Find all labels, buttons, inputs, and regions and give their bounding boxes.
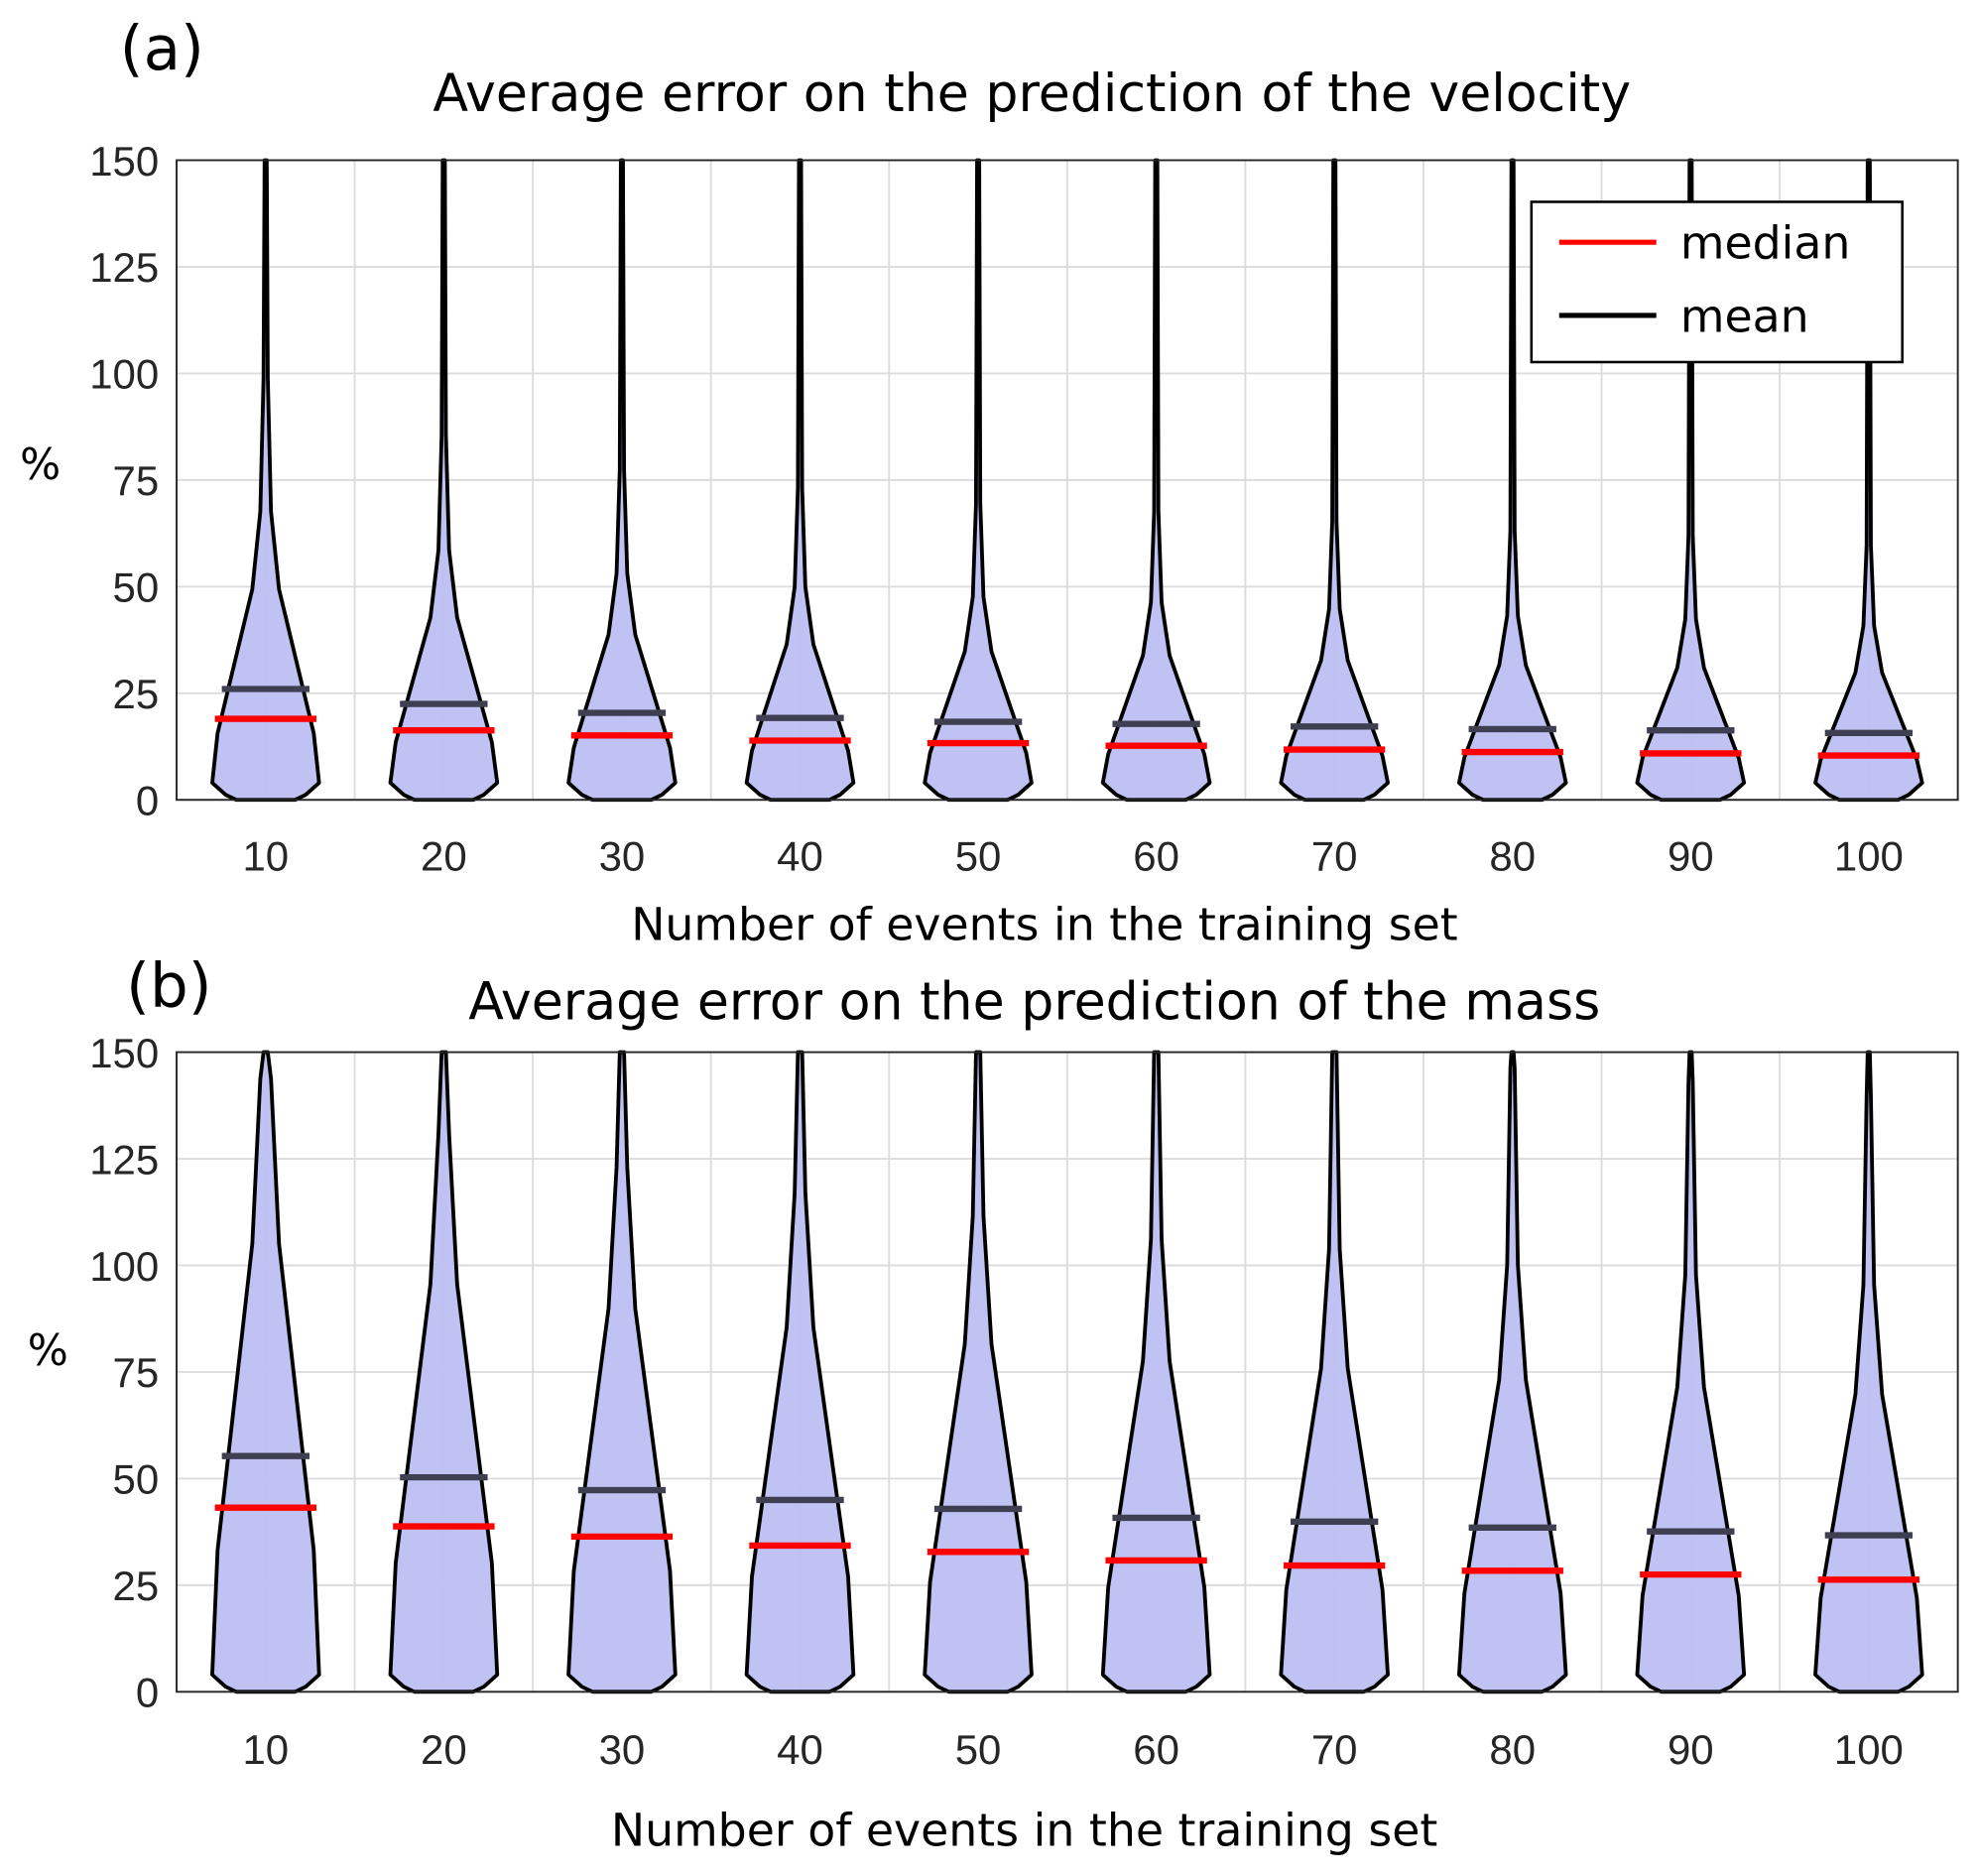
y-tick-label: 75 — [113, 457, 160, 504]
chart-title: Average error on the prediction of the m… — [468, 973, 1600, 1033]
x-tick-label: 40 — [777, 1726, 823, 1773]
legend: median mean — [1530, 200, 1904, 364]
x-tick-label: 30 — [599, 832, 646, 879]
chart-title: Average error on the prediction of the v… — [433, 64, 1631, 124]
y-axis-label: % — [28, 1326, 68, 1376]
x-tick-label: 40 — [777, 832, 823, 879]
y-tick-label: 0 — [136, 778, 159, 824]
x-tick-label: 10 — [242, 1726, 289, 1773]
x-tick-label: 90 — [1668, 832, 1714, 879]
legend-box — [1530, 200, 1904, 364]
x-tick-label: 100 — [1834, 1726, 1904, 1773]
x-tick-label: 70 — [1311, 1726, 1358, 1773]
y-tick-label: 150 — [89, 138, 159, 185]
legend-label-median: median — [1680, 217, 1851, 270]
panel-label: (a) — [120, 14, 204, 84]
x-tick-label: 50 — [955, 832, 1002, 879]
panel-mass: (b) Average error on the prediction of t… — [28, 951, 1959, 1856]
y-tick-label: 100 — [89, 1243, 159, 1290]
x-axis-label: Number of events in the training set — [611, 1804, 1438, 1856]
y-tick-label: 25 — [113, 671, 160, 717]
y-tick-label: 75 — [113, 1349, 160, 1396]
y-tick-label: 125 — [89, 1136, 159, 1183]
x-tick-label: 20 — [421, 1726, 467, 1773]
y-axis-label: % — [20, 440, 61, 490]
x-tick-label: 90 — [1668, 1726, 1714, 1773]
plot-frame — [176, 159, 1959, 802]
x-tick-label: 10 — [242, 832, 289, 879]
plot-frame — [176, 1051, 1959, 1693]
x-tick-label: 80 — [1489, 1726, 1536, 1773]
x-tick-label: 70 — [1311, 832, 1358, 879]
panel-velocity: (a) Average error on the prediction of t… — [20, 14, 1959, 950]
x-tick-label: 80 — [1489, 832, 1536, 879]
panel-label: (b) — [126, 951, 211, 1022]
x-tick-label: 100 — [1834, 832, 1904, 879]
x-tick-label: 20 — [421, 832, 467, 879]
legend-label-mean: mean — [1680, 290, 1809, 342]
x-tick-label: 50 — [955, 1726, 1002, 1773]
y-tick-label: 150 — [89, 1030, 159, 1076]
x-tick-label: 60 — [1133, 1726, 1179, 1773]
x-tick-label: 60 — [1133, 832, 1179, 879]
y-tick-label: 100 — [89, 351, 159, 398]
y-tick-label: 50 — [113, 1456, 160, 1503]
x-tick-label: 30 — [599, 1726, 646, 1773]
y-tick-label: 50 — [113, 564, 160, 611]
y-tick-label: 0 — [136, 1670, 159, 1716]
x-axis-label: Number of events in the training set — [631, 898, 1458, 950]
y-tick-label: 125 — [89, 244, 159, 291]
y-tick-label: 25 — [113, 1563, 160, 1609]
